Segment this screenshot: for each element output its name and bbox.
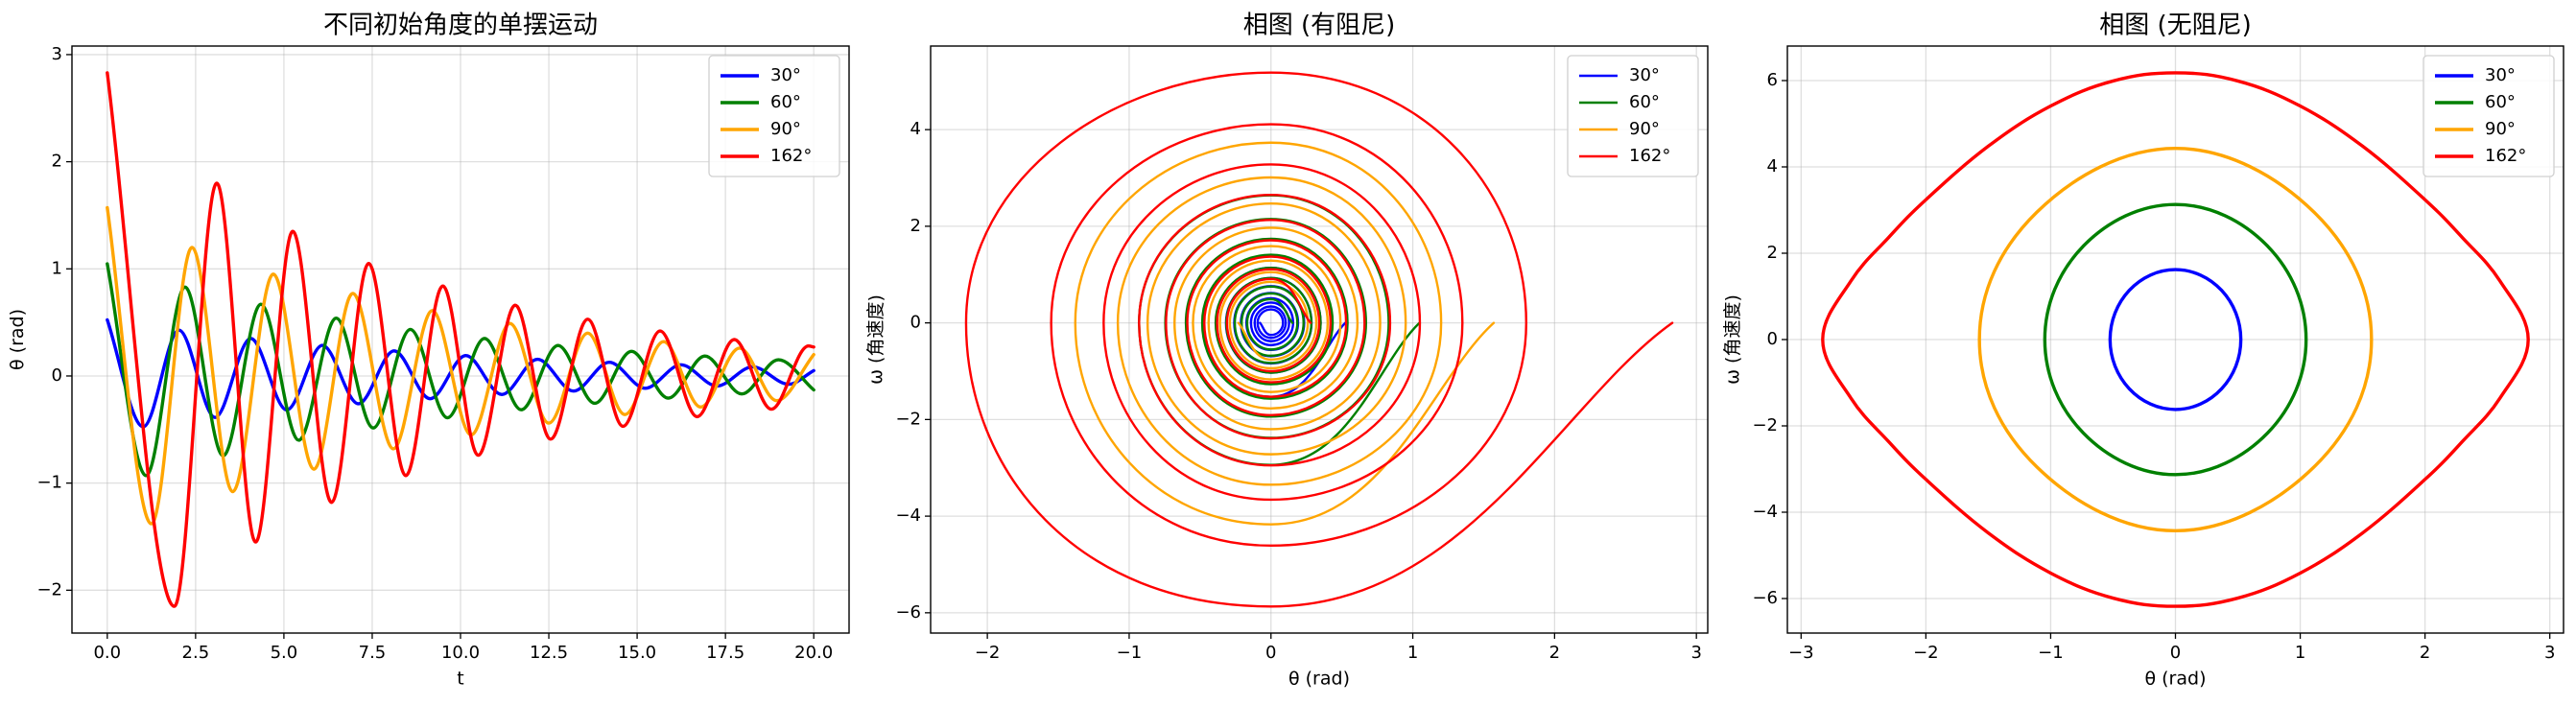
y-tick-label: 2 <box>910 216 921 236</box>
y-tick-label: −4 <box>1752 502 1778 522</box>
legend-label: 90° <box>2485 119 2516 139</box>
y-axis-label: ω (角速度) <box>1722 294 1743 385</box>
y-tick-label: −1 <box>36 473 62 493</box>
legend-label: 162° <box>1629 146 1670 166</box>
legend: 30° 60° 90° 162° <box>708 55 840 177</box>
x-tick-label: 3 <box>1690 643 1701 663</box>
y-tick-label: 1 <box>52 258 62 278</box>
subplot: −3 −2 −1 0 1 2 3 −6 −4 −2 0 2 4 6 相图 (无阻尼) θ (rad) ω (角速… <box>1722 12 2564 690</box>
chart-title: 相图 (无阻尼) <box>2099 12 2252 40</box>
legend-box <box>2422 55 2555 177</box>
series-line <box>2108 268 2243 411</box>
series-line <box>106 317 815 429</box>
legend-label: 162° <box>770 146 812 166</box>
legend-box <box>1567 55 1699 177</box>
y-tick-label: 4 <box>910 119 921 139</box>
y-tick-label: 2 <box>52 152 62 172</box>
x-tick-label: 3 <box>2544 643 2555 663</box>
x-axis-label: θ (rad) <box>1288 669 1350 690</box>
x-axis-label: θ (rad) <box>2144 669 2206 690</box>
x-tick-label: 1 <box>2295 643 2305 663</box>
y-tick-label: 3 <box>52 44 62 64</box>
y-tick-label: −2 <box>1752 415 1778 435</box>
series-group <box>964 71 1674 608</box>
x-tick-label: 2 <box>1549 643 1560 663</box>
y-axis-label: θ (rad) <box>7 309 28 370</box>
x-tick-label: −2 <box>975 643 1001 663</box>
series-line <box>1977 146 2374 533</box>
x-tick-label: 10.0 <box>441 643 480 663</box>
y-tick-label: 6 <box>1767 70 1778 90</box>
plot-frame <box>930 45 1709 634</box>
x-tick-label: 1 <box>1407 643 1418 663</box>
x-tick-label: 2.5 <box>182 643 210 663</box>
plot-frame <box>1786 45 2564 634</box>
x-axis-label: t <box>457 669 463 690</box>
legend-label: 60° <box>2485 92 2516 112</box>
y-tick-label: −6 <box>895 602 921 623</box>
y-axis-label: ω (角速度) <box>865 294 886 385</box>
legend-label: 30° <box>1629 65 1660 85</box>
series-line <box>1821 71 2530 608</box>
legend-label: 162° <box>2485 146 2526 166</box>
y-tick-label: −4 <box>895 505 921 526</box>
series-line <box>2043 202 2308 477</box>
x-tick-label: 2 <box>2420 643 2430 663</box>
series-group <box>1821 71 2530 608</box>
y-tick-label: 0 <box>910 313 921 333</box>
series-line <box>106 71 815 608</box>
series-line <box>964 71 1674 608</box>
chart-title: 不同初始角度的单摆运动 <box>323 12 598 40</box>
x-tick-label: 5.0 <box>271 643 298 663</box>
legend-label: 30° <box>770 65 801 85</box>
y-tick-label: 2 <box>1767 243 1778 263</box>
x-tick-label: 0.0 <box>93 643 121 663</box>
chart-title: 相图 (有阻尼) <box>1243 12 1396 40</box>
x-tick-label: 0 <box>2170 643 2181 663</box>
legend-box <box>708 55 840 177</box>
y-tick-label: 0 <box>52 365 62 386</box>
x-tick-label: 20.0 <box>794 643 833 663</box>
series-line <box>1074 141 1496 526</box>
y-tick-label: −2 <box>895 409 921 429</box>
legend-label: 90° <box>1629 119 1660 139</box>
legend-label: 60° <box>770 92 801 112</box>
subplot: −2 −1 0 1 2 3 −6 −4 −2 0 2 4 相图 (有阻尼) θ (rad) ω (角速度) 3… <box>865 12 1709 690</box>
legend-label: 60° <box>1629 92 1660 112</box>
x-tick-label: 12.5 <box>530 643 568 663</box>
x-tick-label: 0 <box>1265 643 1276 663</box>
legend-label: 90° <box>770 119 801 139</box>
x-tick-label: −3 <box>1788 643 1814 663</box>
legend: 30° 60° 90° 162° <box>1567 55 1699 177</box>
x-tick-label: −2 <box>1913 643 1939 663</box>
y-tick-label: 0 <box>1767 329 1778 349</box>
x-tick-label: 17.5 <box>706 643 744 663</box>
series-line <box>106 262 815 478</box>
legend: 30° 60° 90° 162° <box>2422 55 2555 177</box>
series-line <box>106 205 815 526</box>
series-group <box>106 71 815 608</box>
y-tick-label: −6 <box>1752 588 1778 608</box>
plot-frame <box>71 45 850 634</box>
y-tick-label: 4 <box>1767 156 1778 176</box>
y-tick-label: −2 <box>36 579 62 599</box>
x-tick-label: 7.5 <box>359 643 387 663</box>
subplot: 0.0 2.5 5.0 7.5 10.0 12.5 15.0 17.5 20.0 −2 −1 0 1 2 3… <box>7 12 850 690</box>
legend-label: 30° <box>2485 65 2516 85</box>
x-tick-label: 15.0 <box>618 643 656 663</box>
x-tick-label: −1 <box>2038 643 2064 663</box>
x-tick-label: −1 <box>1117 643 1143 663</box>
